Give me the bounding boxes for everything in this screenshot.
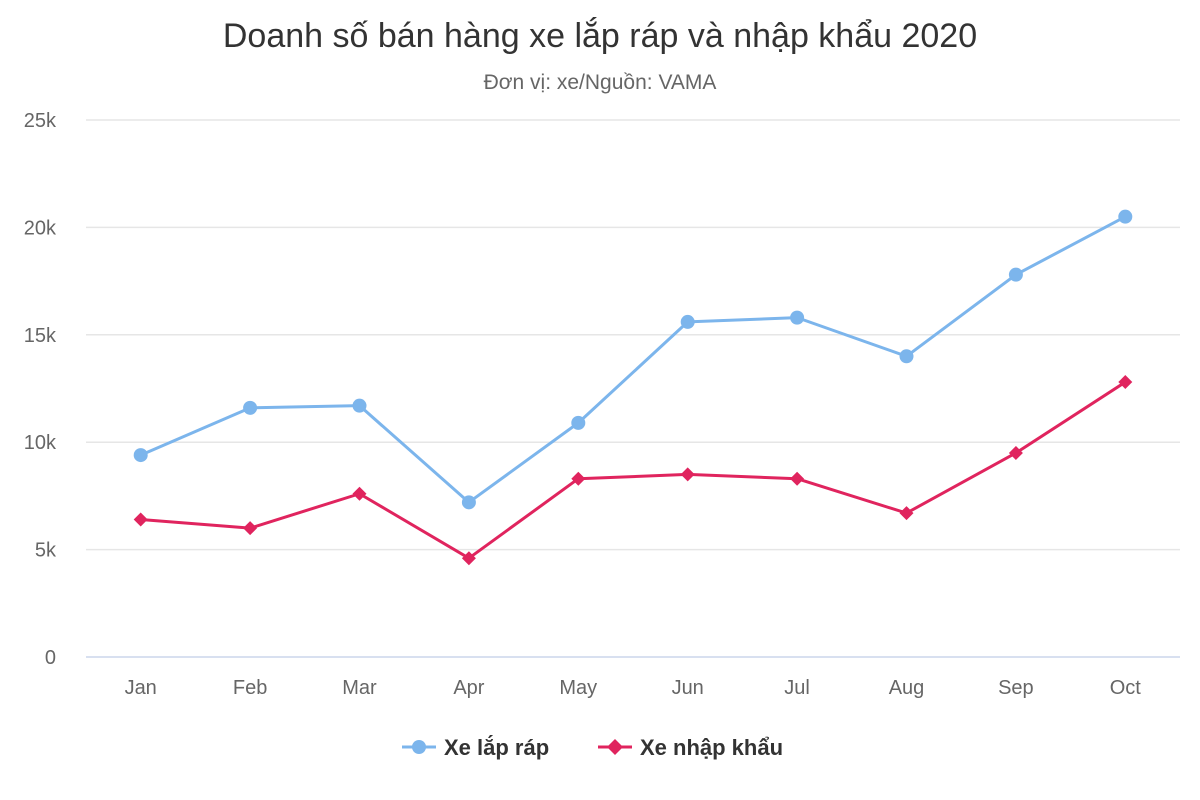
data-point[interactable] <box>133 448 148 463</box>
y-tick-label: 0 <box>45 647 56 669</box>
x-tick-label: May <box>559 677 597 699</box>
legend: Xe lắp ráp Xe nhập khẩu <box>402 735 783 760</box>
y-tick-label: 15k <box>24 325 57 347</box>
data-point[interactable] <box>1118 375 1133 390</box>
data-point[interactable] <box>680 314 695 329</box>
data-point[interactable] <box>571 415 586 430</box>
x-tick-label: Sep <box>998 677 1034 699</box>
legend-circle-marker-icon <box>412 740 426 754</box>
data-point[interactable] <box>790 310 805 325</box>
data-point[interactable] <box>133 512 148 527</box>
chart-title: Doanh số bán hàng xe lắp ráp và nhập khẩ… <box>223 17 977 55</box>
data-point[interactable] <box>243 521 258 536</box>
data-point[interactable] <box>1008 267 1023 282</box>
y-tick-label: 5k <box>35 540 57 562</box>
data-point[interactable] <box>1008 445 1023 460</box>
x-axis-ticks: Jan Feb Mar Apr May Jun Jul Aug Sep Oct <box>125 677 1142 699</box>
series-xe-lap-rap <box>133 209 1133 510</box>
data-point[interactable] <box>461 551 476 566</box>
series-xe-nhap-khau <box>133 375 1133 566</box>
legend-diamond-marker-icon <box>607 739 623 755</box>
data-point[interactable] <box>571 471 586 486</box>
series-group <box>133 209 1133 566</box>
y-tick-label: 25k <box>24 110 57 132</box>
y-tick-label: 10k <box>24 432 57 454</box>
x-tick-label: Oct <box>1110 677 1142 699</box>
data-point[interactable] <box>352 398 367 413</box>
data-point[interactable] <box>899 506 914 521</box>
x-tick-label: Jun <box>672 677 704 699</box>
data-point[interactable] <box>243 400 258 415</box>
x-tick-label: Mar <box>342 677 377 699</box>
x-tick-label: Aug <box>889 677 925 699</box>
y-axis-ticks: 0 5k 10k 15k 20k 25k <box>24 110 57 669</box>
x-tick-label: Jan <box>125 677 157 699</box>
data-point[interactable] <box>1118 209 1133 224</box>
data-point[interactable] <box>790 471 805 486</box>
data-point[interactable] <box>461 495 476 510</box>
data-point[interactable] <box>899 349 914 364</box>
legend-label: Xe nhập khẩu <box>640 735 783 760</box>
series-line <box>139 380 1127 560</box>
x-tick-label: Jul <box>784 677 810 699</box>
y-tick-label: 20k <box>24 217 57 239</box>
data-point[interactable] <box>680 467 695 482</box>
x-tick-label: Feb <box>233 677 267 699</box>
legend-item-xe-lap-rap[interactable]: Xe lắp ráp <box>402 735 549 760</box>
series-line <box>139 215 1127 504</box>
grid-lines <box>86 119 1180 658</box>
legend-label: Xe lắp ráp <box>444 735 549 760</box>
data-point[interactable] <box>352 486 367 501</box>
legend-item-xe-nhap-khau[interactable]: Xe nhập khẩu <box>598 735 783 760</box>
x-tick-label: Apr <box>453 677 484 699</box>
chart-subtitle: Đơn vị: xe/Nguồn: VAMA <box>484 71 717 94</box>
